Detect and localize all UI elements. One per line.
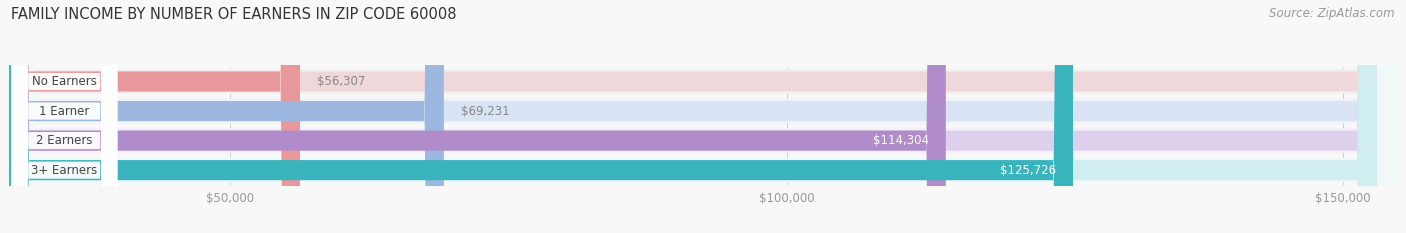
Text: 3+ Earners: 3+ Earners [31, 164, 97, 177]
Text: Source: ZipAtlas.com: Source: ZipAtlas.com [1270, 7, 1395, 20]
Text: No Earners: No Earners [32, 75, 97, 88]
FancyBboxPatch shape [10, 0, 1073, 233]
FancyBboxPatch shape [7, 0, 1399, 233]
FancyBboxPatch shape [10, 0, 1376, 233]
FancyBboxPatch shape [10, 0, 1376, 233]
Text: $114,304: $114,304 [873, 134, 929, 147]
FancyBboxPatch shape [10, 0, 299, 233]
FancyBboxPatch shape [10, 0, 444, 233]
FancyBboxPatch shape [7, 0, 1399, 233]
Text: 2 Earners: 2 Earners [37, 134, 93, 147]
FancyBboxPatch shape [7, 0, 1399, 233]
Text: $69,231: $69,231 [461, 105, 509, 117]
Text: $125,726: $125,726 [1000, 164, 1056, 177]
FancyBboxPatch shape [10, 0, 946, 233]
Text: $56,307: $56,307 [316, 75, 366, 88]
FancyBboxPatch shape [10, 0, 1376, 233]
Text: 1 Earner: 1 Earner [39, 105, 90, 117]
FancyBboxPatch shape [11, 0, 117, 233]
FancyBboxPatch shape [11, 0, 117, 233]
Text: FAMILY INCOME BY NUMBER OF EARNERS IN ZIP CODE 60008: FAMILY INCOME BY NUMBER OF EARNERS IN ZI… [11, 7, 457, 22]
FancyBboxPatch shape [11, 0, 117, 233]
FancyBboxPatch shape [10, 0, 1376, 233]
FancyBboxPatch shape [7, 0, 1399, 233]
FancyBboxPatch shape [11, 0, 117, 233]
